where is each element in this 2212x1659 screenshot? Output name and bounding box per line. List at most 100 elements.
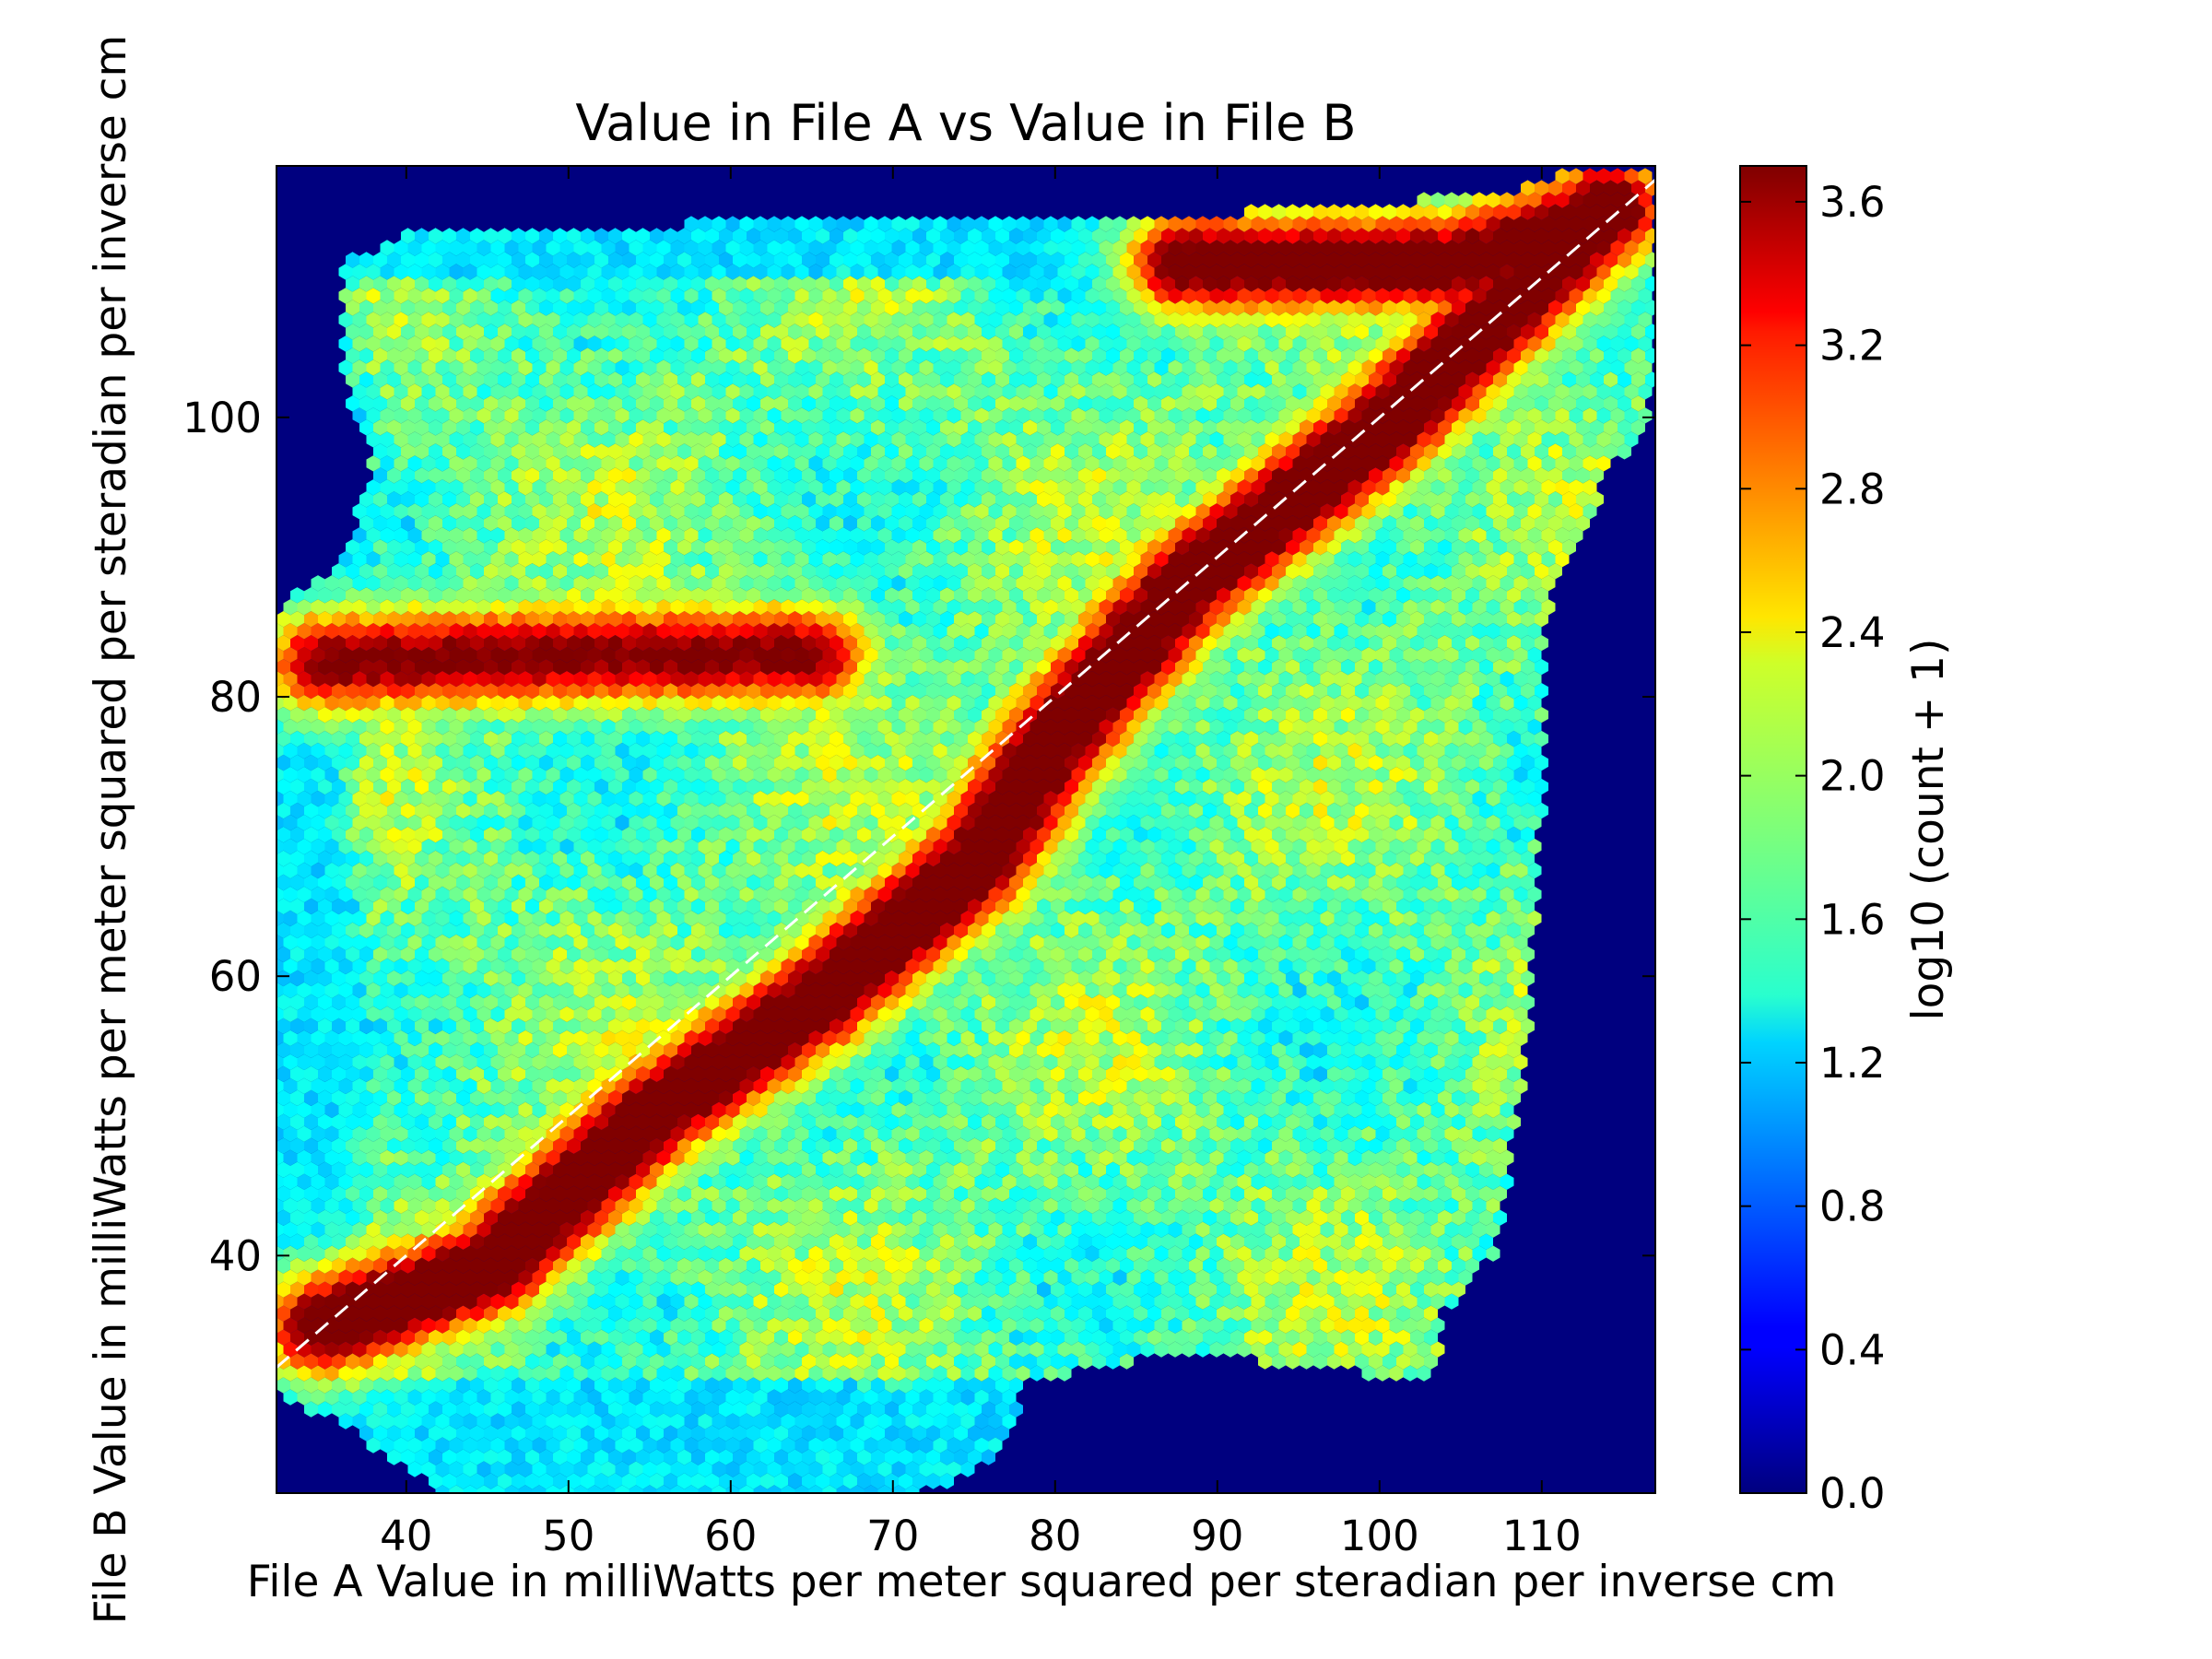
hex-cell-44 [553, 1473, 567, 1489]
hex-cell-175 [601, 1437, 616, 1453]
hex-cell-98 [753, 1461, 768, 1477]
hex-cell-591 [1355, 1353, 1369, 1370]
hex-cell-454 [954, 1377, 968, 1394]
hex-cell-514 [1030, 1365, 1044, 1382]
hex-cell-150 [885, 1449, 899, 1465]
hex-cell-209 [429, 1425, 442, 1441]
hex-cell-302 [332, 1401, 346, 1418]
hex-cell-675 [1347, 1341, 1362, 1358]
hex-cell-33 [891, 1485, 906, 1493]
hex-cell-97 [739, 1461, 754, 1477]
hex-cell-502 [864, 1365, 878, 1382]
hex-cell-256 [407, 1413, 422, 1430]
hex-cell-3 [477, 1485, 491, 1493]
hex-cell-79 [490, 1461, 505, 1477]
hex-cell-87 [601, 1461, 616, 1477]
hex-cell-615 [518, 1341, 533, 1358]
hex-cell-255 [394, 1413, 408, 1430]
hex-cell-195 [877, 1437, 892, 1453]
hex-cell-0 [435, 1485, 450, 1493]
hex-cell-70 [912, 1473, 926, 1489]
hex-cell-687 [346, 1329, 359, 1346]
hex-cell-282 [767, 1413, 782, 1430]
hex-cell-409 [332, 1377, 346, 1394]
hex-cell-704 [581, 1329, 594, 1346]
hex-cell-173 [573, 1437, 588, 1453]
hex-cell-4 [490, 1485, 505, 1493]
hex-cell-688 [359, 1329, 373, 1346]
hex-cell-695 [456, 1329, 470, 1346]
hex-cell-666 [1223, 1341, 1238, 1358]
hex-cell-713 [705, 1329, 719, 1346]
hex-cell-239 [843, 1425, 857, 1441]
hex-cell-595 [1410, 1353, 1424, 1370]
hex-cell-283 [781, 1413, 795, 1430]
hex-cell-677 [1375, 1341, 1390, 1358]
hex-cell-43 [539, 1473, 553, 1489]
hex-cell-292 [905, 1413, 920, 1430]
hex-cell-647 [960, 1341, 975, 1358]
hex-cell-40 [498, 1473, 512, 1489]
hex-cell-157 [982, 1449, 995, 1465]
hex-cell-494 [753, 1365, 768, 1382]
hex-cell-608 [421, 1341, 436, 1358]
hex-cell-11 [587, 1485, 602, 1493]
hex-cell-600 [311, 1341, 325, 1358]
hex-cell-335 [788, 1401, 802, 1418]
hex-cell-103 [822, 1461, 837, 1477]
hex-cell-429 [608, 1377, 622, 1394]
hex-cell-410 [346, 1377, 359, 1394]
hex-cell-672 [1306, 1341, 1321, 1358]
hex-cell-680 [1417, 1341, 1431, 1358]
hex-cell-8 [546, 1485, 560, 1493]
hex-cell-506 [919, 1365, 934, 1382]
hex-cell-430 [622, 1377, 636, 1394]
hex-cell-498 [808, 1365, 823, 1382]
hex-cell-27 [808, 1485, 823, 1493]
hex-cell-551 [677, 1353, 691, 1370]
hex-cell-105 [850, 1461, 865, 1477]
hex-cell-23 [753, 1485, 768, 1493]
hex-cell-1 [449, 1485, 464, 1493]
hex-cell-629 [712, 1341, 726, 1358]
hex-cell-603 [352, 1341, 367, 1358]
hex-cell-569 [926, 1353, 940, 1370]
hex-cell-449 [885, 1377, 899, 1394]
hex-cell-481 [573, 1365, 588, 1382]
hex-cell-388 [781, 1389, 795, 1406]
hex-cell-623 [629, 1341, 643, 1358]
hex-cell-363 [435, 1389, 450, 1406]
hex-cell-360 [394, 1389, 408, 1406]
hex-cell-626 [670, 1341, 685, 1358]
hex-cell-362 [421, 1389, 436, 1406]
hex-cell-368 [504, 1389, 519, 1406]
hex-cell-325 [650, 1401, 664, 1418]
hex-cell-493 [739, 1365, 754, 1382]
hex-cell-668 [1251, 1341, 1265, 1358]
hex-cell-489 [684, 1365, 699, 1382]
hex-cell-181 [684, 1437, 699, 1453]
hex-cell-204 [359, 1425, 373, 1441]
hex-cell-597 [276, 1341, 284, 1358]
hex-cell-125 [539, 1449, 553, 1465]
hex-cell-433 [664, 1377, 677, 1394]
hex-cell-396 [891, 1389, 906, 1406]
hex-cell-349 [982, 1401, 995, 1418]
hex-cell-52 [664, 1473, 677, 1489]
hex-cell-534 [442, 1353, 456, 1370]
hex-cell-674 [1334, 1341, 1348, 1358]
hex-cell-633 [767, 1341, 782, 1358]
hex-cell-370 [532, 1389, 547, 1406]
hex-cell-530 [387, 1353, 401, 1370]
hex-cell-413 [387, 1377, 401, 1394]
hex-cell-424 [539, 1377, 553, 1394]
hex-cell-425 [553, 1377, 567, 1394]
hex-cell-635 [794, 1341, 809, 1358]
hex-cell-240 [857, 1425, 871, 1441]
hex-cell-14 [629, 1485, 643, 1493]
hex-cell-91 [656, 1461, 671, 1477]
hex-cell-331 [733, 1401, 747, 1418]
hex-cell-16 [656, 1485, 671, 1493]
hex-cell-144 [802, 1449, 816, 1465]
hex-cell-333 [760, 1401, 774, 1418]
